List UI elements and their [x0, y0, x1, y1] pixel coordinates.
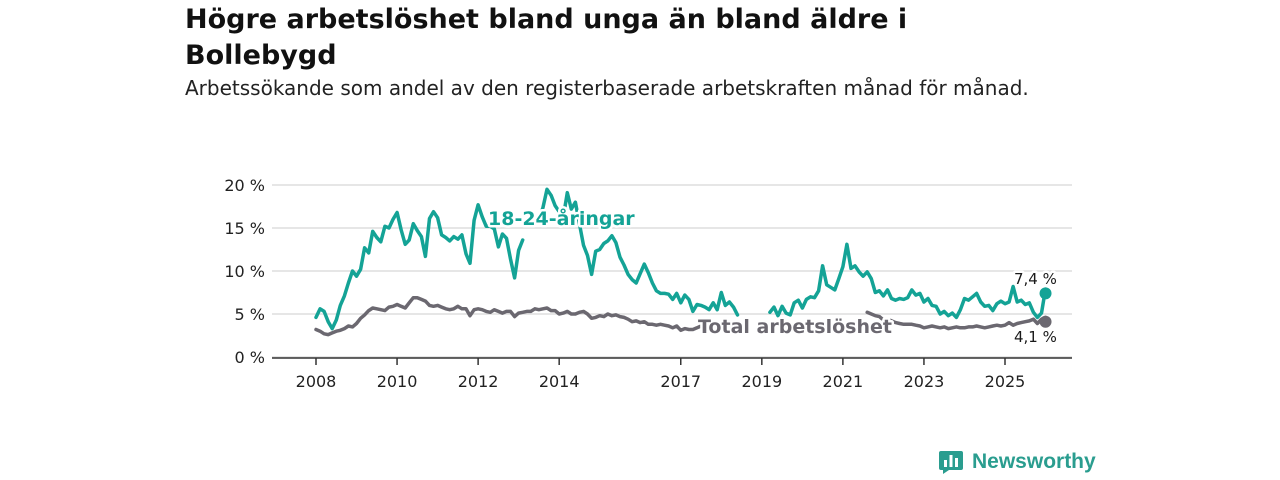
x-tick-label: 2019: [741, 372, 782, 391]
end-marker-total: [1039, 315, 1052, 328]
axes: 0 % 5 % 10 % 15 % 20 % 2008 2010 2012 2014 2017 20…: [224, 176, 1072, 391]
y-tick-label: 20 %: [224, 176, 265, 195]
end-label-youth-halo: 7,4 %: [1014, 270, 1057, 288]
x-tick-label: 2012: [458, 372, 499, 391]
brand-logo[interactable]: Newsworthy: [938, 448, 1096, 476]
x-tick-label: 2023: [904, 372, 945, 391]
y-tick-label: 10 %: [224, 262, 265, 281]
series-line-youth: [537, 187, 740, 317]
gridlines: [272, 184, 1072, 358]
x-tick-label: 2025: [985, 372, 1026, 391]
x-tick-label: 2017: [660, 372, 701, 391]
series-line-youth: [314, 203, 525, 331]
series-label-youth: 18-24-åringar: [488, 206, 635, 230]
y-tick-label: 15 %: [224, 219, 265, 238]
end-marker-youth: [1039, 287, 1052, 300]
chart-subtitle: Arbetssökande som andel av den registerb…: [185, 76, 1029, 100]
end-label-total-halo: 4,1 %: [1014, 328, 1057, 346]
series-label-total-halo: Total arbetslöshet: [698, 316, 892, 338]
x-tick-label: 2021: [823, 372, 864, 391]
x-tick-label: 2008: [296, 372, 337, 391]
series-label-total: Total arbetslöshet: [698, 316, 892, 338]
y-tick-label: 0 %: [235, 348, 265, 367]
end-label-total: 4,1 %: [1014, 328, 1057, 346]
chart-title: Högre arbetslöshet bland unga än bland ä…: [185, 4, 908, 71]
end-label-youth: 7,4 %: [1014, 270, 1057, 288]
series-line-total: [314, 295, 703, 337]
series-lines: [314, 187, 1052, 337]
x-tick-label: 2014: [539, 372, 580, 391]
series-line-youth: [768, 242, 1048, 320]
series-line-total: [865, 310, 1048, 331]
bar-chart-logo-icon: [939, 451, 963, 474]
y-tick-label: 5 %: [235, 305, 265, 324]
brand-name: Newsworthy: [972, 450, 1096, 473]
series-label-youth-halo: 18-24-åringar: [488, 206, 635, 230]
x-tick-label: 2010: [377, 372, 418, 391]
